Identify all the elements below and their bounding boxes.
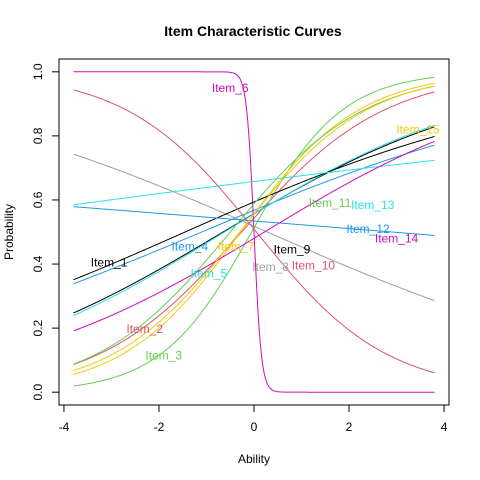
x-tick-label: -4 xyxy=(59,420,70,434)
y-axis-label: Probability xyxy=(2,204,16,260)
label-item-4: Item_4 xyxy=(172,239,209,253)
label-item-8: Item_8 xyxy=(252,260,289,274)
x-axis-label: Ability xyxy=(238,452,270,466)
label-item-13: Item_13 xyxy=(351,198,395,212)
curve-item-13 xyxy=(73,159,435,206)
x-tick-label: 2 xyxy=(346,420,353,434)
curve-item-2 xyxy=(73,91,435,365)
curve-item-12 xyxy=(73,206,435,236)
curve-item-4 xyxy=(73,144,435,285)
label-item-6: Item_6 xyxy=(212,81,249,95)
label-item-1: Item_1 xyxy=(91,255,128,269)
curve-item-15 xyxy=(73,85,435,371)
chart-title: Item Characteristic Curves xyxy=(164,23,342,39)
curve-item-6 xyxy=(73,71,435,393)
label-item-11: Item_11 xyxy=(309,196,352,210)
label-item-12: Item_12 xyxy=(346,222,390,236)
x-tick-label: 0 xyxy=(251,420,258,434)
label-item-15: Item_15 xyxy=(396,122,440,136)
item-labels-layer: Item_1 Item_2 Item_3 Item_4 Item_5 Item_6 Item… xyxy=(91,81,440,363)
y-tick-label: 0.2 xyxy=(31,319,45,336)
curve-item-9 xyxy=(73,136,435,281)
label-item-14: Item_14 xyxy=(375,231,419,245)
label-item-3: Item_3 xyxy=(145,348,182,362)
curve-item-1 xyxy=(73,126,435,314)
y-tick-label: 0.6 xyxy=(31,191,45,208)
x-tick-label: -2 xyxy=(154,420,165,434)
curve-item-11 xyxy=(73,85,435,365)
label-item-9: Item_9 xyxy=(274,243,311,257)
y-tick-label: 0.4 xyxy=(31,255,45,272)
y-axis: 0.0 0.2 0.4 0.6 0.8 1.0 xyxy=(31,63,60,401)
label-item-2: Item_2 xyxy=(126,322,163,336)
x-tick-label: 4 xyxy=(441,420,448,434)
label-item-10: Item_10 xyxy=(292,259,336,273)
y-tick-label: 0.8 xyxy=(31,127,45,144)
x-axis: -4 -2 0 2 4 xyxy=(59,404,448,434)
curves-layer xyxy=(73,71,435,393)
label-item-5: Item_5 xyxy=(191,267,228,281)
curve-item-8 xyxy=(73,153,435,302)
y-tick-label: 0.0 xyxy=(31,384,45,401)
y-tick-label: 1.0 xyxy=(31,63,45,80)
label-item-7: Item_7 xyxy=(218,239,255,253)
curve-item-10 xyxy=(73,89,435,374)
curve-item-14 xyxy=(73,140,435,332)
